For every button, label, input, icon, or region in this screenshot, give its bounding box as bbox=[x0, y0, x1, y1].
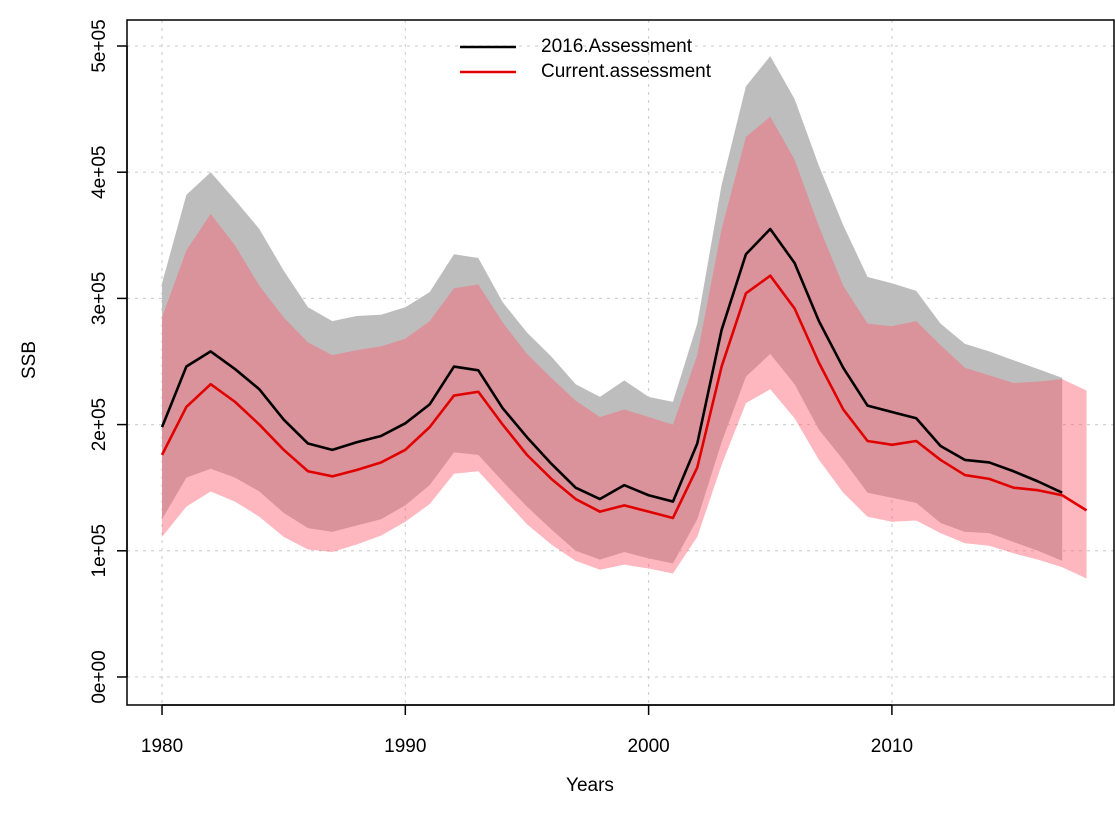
legend-label: 2016.Assessment bbox=[541, 36, 693, 57]
y-axis-label: SSB bbox=[19, 341, 40, 379]
x-tick-label: 2010 bbox=[871, 736, 913, 757]
series-line bbox=[160, 274, 1088, 520]
y-tick-label: 4e+05 bbox=[89, 146, 110, 199]
x-tick-label: 2000 bbox=[627, 736, 669, 757]
confidence-band bbox=[162, 56, 1063, 564]
x-tick-label: 1980 bbox=[141, 736, 183, 757]
legend-label: Current.assessment bbox=[541, 61, 712, 82]
y-tick-label: 5e+05 bbox=[89, 19, 110, 72]
confidence-band bbox=[162, 116, 1087, 579]
x-axis-label: Years bbox=[566, 775, 614, 796]
y-tick-label: 2e+05 bbox=[89, 398, 110, 451]
x-tick-label: 1990 bbox=[384, 736, 426, 757]
y-tick-label: 1e+05 bbox=[89, 524, 110, 577]
y-tick-label: 0e+00 bbox=[89, 650, 110, 703]
series-line bbox=[160, 227, 1063, 503]
y-tick-label: 3e+05 bbox=[89, 272, 110, 325]
